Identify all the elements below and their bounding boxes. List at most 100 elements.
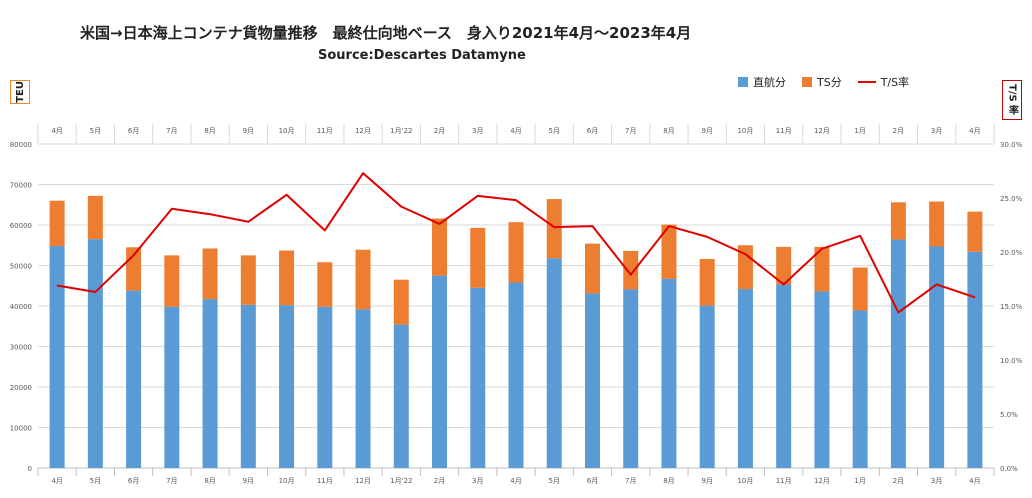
bar-direct — [699, 305, 715, 468]
bar-direct — [317, 306, 333, 468]
x-top-tick-label: 3月 — [931, 127, 942, 135]
x-bottom-tick-label: 6月 — [587, 477, 598, 485]
ts-rate-point — [515, 199, 517, 201]
y-left-axis-title: TEU — [10, 80, 30, 104]
y-left-tick-label: 30000 — [10, 344, 32, 352]
x-bottom-tick-label: 4月 — [510, 477, 521, 485]
y-left-tick-label: 60000 — [10, 222, 32, 230]
bar-ts — [776, 246, 792, 285]
x-top-tick-label: 10月 — [737, 127, 753, 135]
y-right-axis-title: T/S 率 — [1002, 80, 1022, 120]
ts-rate-point — [400, 206, 402, 208]
ts-rate-point — [974, 296, 976, 298]
bar-ts — [508, 222, 524, 283]
bar-direct — [890, 239, 906, 468]
x-top-tick-label: 7月 — [166, 127, 177, 135]
bar-direct — [584, 293, 600, 468]
bar-direct — [661, 278, 677, 468]
bar-ts — [49, 200, 65, 247]
x-bottom-tick-label: 1月 — [854, 477, 865, 485]
legend-label-ts-rate: T/S率 — [880, 76, 910, 89]
x-top-tick-label: 12月 — [814, 127, 830, 135]
x-bottom-tick-label: 11月 — [776, 477, 792, 485]
y-right-tick-label: 30.0% — [1000, 141, 1023, 149]
x-bottom-tick-label: 3月 — [931, 477, 942, 485]
x-bottom-tick-label: 8月 — [204, 477, 215, 485]
y-right-tick-label: 20.0% — [1000, 249, 1023, 257]
bar-ts — [87, 195, 103, 240]
x-top-tick-label: 2月 — [434, 127, 445, 135]
legend-line-ts-rate — [857, 81, 876, 83]
ts-rate-point — [133, 254, 135, 256]
bar-direct — [776, 284, 792, 468]
bar-direct — [546, 258, 562, 468]
chart-title: 米国→日本海上コンテナ貨物量推移 最終仕向地ベース 身入り2021年4月～202… — [80, 24, 692, 42]
x-top-tick-label: 8月 — [204, 127, 215, 135]
legend-label-ts: TS分 — [817, 76, 842, 89]
legend-swatch-ts — [802, 77, 812, 87]
x-top-tick-label: 5月 — [549, 127, 560, 135]
x-top-tick-label: 5月 — [90, 127, 101, 135]
x-top-tick-label: 10月 — [279, 127, 295, 135]
bar-direct — [623, 289, 639, 468]
ts-rate-point — [209, 213, 211, 215]
x-bottom-tick-label: 2月 — [893, 477, 904, 485]
ts-rate-point — [706, 236, 708, 238]
x-bottom-tick-label: 3月 — [472, 477, 483, 485]
bar-ts — [317, 262, 333, 307]
x-bottom-tick-label: 2月 — [434, 477, 445, 485]
legend-item-direct: 直航分 — [738, 74, 786, 90]
bar-direct — [240, 304, 256, 468]
legend-item-ts: TS分 — [802, 74, 842, 90]
x-bottom-tick-label: 10月 — [737, 477, 753, 485]
ts-rate-point — [936, 283, 938, 285]
bar-direct — [393, 324, 409, 468]
x-bottom-tick-label: 4月 — [51, 477, 62, 485]
ts-rate-point — [859, 235, 861, 237]
x-bottom-tick-label: 4月 — [969, 477, 980, 485]
ts-rate-point — [171, 208, 173, 210]
bar-ts — [623, 250, 639, 290]
bar-direct — [852, 310, 868, 468]
bar-ts — [470, 227, 486, 288]
y-left-tick-label: 0 — [28, 465, 32, 473]
ts-rate-point — [247, 221, 249, 223]
bar-ts — [240, 255, 256, 305]
y-left-tick-label: 10000 — [10, 425, 32, 433]
x-bottom-tick-label: 5月 — [90, 477, 101, 485]
ts-rate-point — [783, 283, 785, 285]
bar-ts — [814, 246, 830, 292]
bar-direct — [470, 287, 486, 468]
y-right-tick-label: 25.0% — [1000, 195, 1023, 203]
legend-label-direct: 直航分 — [753, 76, 786, 89]
x-top-tick-label: 1月 — [854, 127, 865, 135]
x-bottom-tick-label: 6月 — [128, 477, 139, 485]
ts-rate-point — [439, 223, 441, 225]
bar-direct — [929, 246, 945, 468]
x-top-tick-label: 11月 — [317, 127, 333, 135]
y-left-tick-label: 40000 — [10, 303, 32, 311]
ts-rate-point — [56, 284, 58, 286]
bar-ts — [279, 250, 295, 306]
bar-ts — [852, 267, 868, 311]
legend-swatch-direct — [738, 77, 748, 87]
ts-rate-point — [744, 253, 746, 255]
y-right-tick-label: 10.0% — [1000, 357, 1023, 365]
bar-direct — [279, 305, 295, 468]
x-top-tick-label: 2月 — [893, 127, 904, 135]
x-bottom-tick-label: 8月 — [663, 477, 674, 485]
x-top-tick-label: 3月 — [472, 127, 483, 135]
ts-rate-point — [630, 274, 632, 276]
x-bottom-tick-label: 10月 — [279, 477, 295, 485]
x-top-tick-label: 4月 — [969, 127, 980, 135]
bar-direct — [49, 246, 65, 468]
x-top-tick-label: 8月 — [663, 127, 674, 135]
y-left-tick-label: 80000 — [10, 141, 32, 149]
ts-rate-point — [324, 229, 326, 231]
bar-ts — [164, 255, 180, 307]
bar-ts — [929, 201, 945, 247]
x-top-tick-label: 11月 — [776, 127, 792, 135]
x-bottom-tick-label: 1月'22 — [390, 477, 412, 485]
x-bottom-tick-label: 12月 — [814, 477, 830, 485]
